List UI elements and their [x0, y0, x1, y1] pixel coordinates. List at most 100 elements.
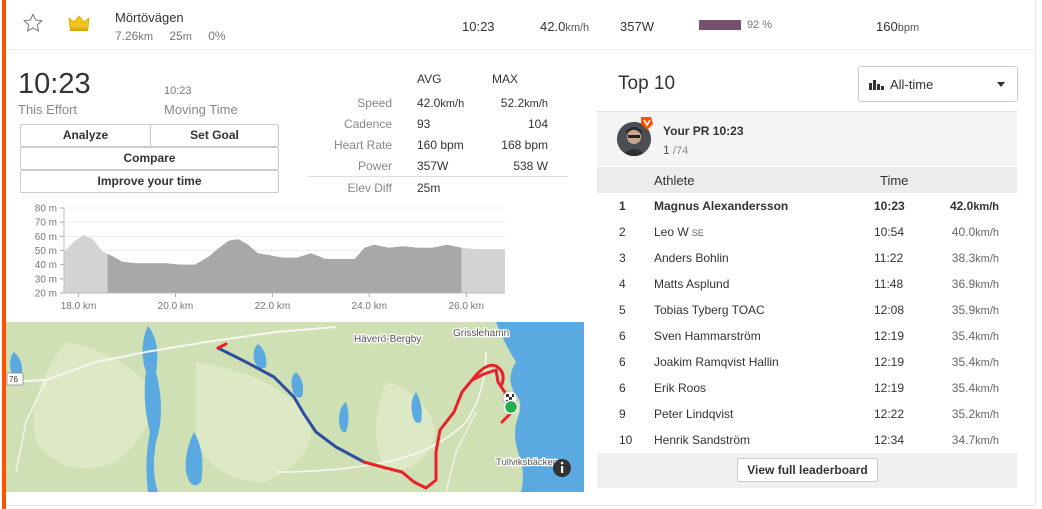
row-rank: 6 — [619, 355, 626, 369]
table-row[interactable]: 9 Peter Lindqvist 12:22 35.2km/h — [597, 401, 1017, 427]
row-rank: 1 — [619, 199, 626, 213]
segment-summary-row[interactable]: Mörtövägen 7.26km 25m 0% 10:23 42.0km/h … — [6, 0, 1036, 50]
x-axis-ticks: 18.0 km 20.0 km 22.0 km 24.0 km 26.0 km — [61, 293, 484, 312]
row-time: 12:34 — [874, 433, 905, 447]
y-tick-label: 20 m — [35, 289, 57, 300]
row-time: 12:19 — [874, 381, 905, 395]
row-speed: 35.4km/h — [951, 329, 999, 343]
table-row[interactable]: 5 Tobias Tyberg TOAC 12:08 35.9km/h — [597, 297, 1017, 323]
row-athlete-link[interactable]: Tobias Tyberg TOAC — [654, 303, 765, 317]
row-athlete-link[interactable]: Henrik Sandström — [654, 433, 751, 447]
column-athlete: Athlete — [654, 173, 695, 188]
row-athlete-link[interactable]: Sven Hammarström — [654, 329, 761, 343]
column-time: Time — [880, 173, 909, 188]
stat-row-power: Power 357W 538 W — [357, 159, 548, 173]
set-goal-button[interactable]: Set Goal — [150, 124, 279, 147]
road-shield-icon — [6, 372, 24, 386]
leaderboard-header: Athlete Time — [597, 167, 1017, 193]
row-rank: 6 — [619, 381, 626, 395]
row-time: 11:48 — [874, 277, 904, 291]
stats-avg-header: AVG — [417, 72, 442, 86]
moving-time-value: 10:23 — [164, 85, 192, 97]
stat-row-elev-diff: Elev Diff 25m — [347, 181, 441, 195]
stats-max-header: MAX — [492, 72, 519, 86]
row-time: 12:19 — [874, 355, 905, 369]
effort-heart-rate: 160bpm — [876, 19, 920, 34]
this-effort-time: 10:23 — [18, 68, 91, 100]
route-line — [216, 346, 366, 464]
table-row[interactable]: 6 Sven Hammarström 12:19 35.4km/h — [597, 323, 1017, 349]
chevron-down-icon — [997, 82, 1005, 87]
y-tick-label: 80 m — [35, 204, 57, 215]
row-athlete-link[interactable]: Anders Bohlin — [654, 251, 729, 265]
row-rank: 9 — [619, 407, 626, 421]
your-pr-rank: 1 /74 — [663, 143, 689, 157]
row-rank: 2 — [619, 225, 626, 239]
view-full-leaderboard-button[interactable]: View full leaderboard — [737, 458, 878, 482]
row-speed: 35.4km/h — [951, 381, 999, 395]
x-tick-label: 20.0 km — [158, 301, 194, 312]
leaderboard-filter-value: All-time — [890, 77, 934, 92]
y-tick-label: 70 m — [35, 218, 57, 229]
y-tick-label: 40 m — [35, 260, 57, 271]
row-rank: 5 — [619, 303, 626, 317]
row-athlete-link[interactable]: Peter Lindqvist — [654, 407, 734, 421]
this-effort-label: This Effort — [18, 102, 78, 117]
row-rank: 6 — [619, 329, 626, 343]
table-row[interactable]: 1 Magnus Alexandersson 10:23 42.0km/h — [597, 193, 1017, 219]
map-canvas[interactable]: Häverö-Bergby Grisslehamn Tullviksbäcken… — [6, 322, 584, 492]
improve-your-time-button[interactable]: Improve your time — [20, 170, 279, 193]
row-rank: 4 — [619, 277, 626, 291]
row-time: 12:22 — [874, 407, 905, 421]
map-label-tullviksbacken: Tullviksbäcken — [496, 457, 558, 468]
your-pr-label: Your PR 10:23 — [663, 124, 744, 138]
effort-power: 357W — [620, 19, 654, 34]
segment-detail-frame — [6, 0, 1036, 506]
stats-divider — [308, 176, 568, 177]
compare-button[interactable]: Compare — [20, 147, 279, 170]
row-time: 10:23 — [874, 199, 905, 213]
leaderboard-footer: View full leaderboard — [597, 453, 1017, 488]
table-row[interactable]: 4 Matts Asplund 11:48 36.9km/h — [597, 271, 1017, 297]
chart-axes — [63, 208, 505, 294]
row-time: 12:08 — [874, 303, 905, 317]
route-line-extended — [216, 342, 512, 490]
athlete-tag: SE — [691, 228, 704, 238]
stat-row-heart-rate: Heart Rate 160 bpm 168 bpm — [333, 138, 548, 152]
info-icon[interactable] — [553, 459, 571, 477]
table-row[interactable]: 6 Erik Roos 12:19 35.4km/h — [597, 375, 1017, 401]
stat-row-speed: Speed 42.0km/h 52.2km/h — [357, 96, 548, 110]
row-speed: 40.0km/h — [951, 225, 999, 239]
row-rank: 3 — [619, 251, 626, 265]
star-icon[interactable] — [22, 12, 44, 34]
row-athlete-link[interactable]: Joakim Ramqvist Hallin — [654, 355, 779, 369]
table-row[interactable]: 2 Leo W SE 10:54 40.0km/h — [597, 219, 1017, 245]
row-speed: 35.9km/h — [951, 303, 999, 317]
row-speed: 36.9km/h — [951, 277, 999, 291]
row-time: 12:19 — [874, 329, 905, 343]
stat-row-cadence: Cadence 93 104 — [343, 117, 548, 131]
analyze-button[interactable]: Analyze — [20, 124, 151, 147]
leaderboard-filter-select[interactable]: All-time — [858, 66, 1018, 102]
y-tick-label: 50 m — [35, 246, 57, 257]
y-tick-label: 60 m — [35, 232, 57, 243]
segment-elevation: 25m — [169, 29, 192, 43]
elevation-profile-chart[interactable]: 80 m 70 m 60 m 50 m 40 m 30 m 20 m 18.0 km 20.0… — [0, 200, 520, 316]
row-speed: 35.4km/h — [951, 355, 999, 369]
table-row[interactable]: 3 Anders Bohlin 11:22 38.3km/h — [597, 245, 1017, 271]
segment-meta: 7.26km 25m 0% — [115, 29, 239, 43]
row-athlete-link[interactable]: Magnus Alexandersson — [654, 199, 789, 213]
personal-record-card: Your PR 10:23 1 /74 — [597, 111, 1017, 166]
row-athlete-link[interactable]: Leo W SE — [654, 225, 704, 239]
table-row[interactable]: 6 Joakim Ramqvist Hallin 12:19 35.4km/h — [597, 349, 1017, 375]
segment-map[interactable]: Häverö-Bergby Grisslehamn Tullviksbäcken… — [6, 322, 584, 492]
y-axis-ticks: 80 m 70 m 60 m 50 m 40 m 30 m 20 m — [35, 204, 64, 300]
your-pr-time: 10:23 — [712, 124, 744, 138]
table-row[interactable]: 10 Henrik Sandström 12:34 34.7km/h — [597, 427, 1017, 453]
row-athlete-link[interactable]: Erik Roos — [654, 381, 707, 395]
segment-distance: 7.26km — [115, 29, 154, 43]
start-marker-icon — [503, 399, 519, 415]
segment-name[interactable]: Mörtövägen — [115, 10, 184, 25]
row-athlete-link[interactable]: Matts Asplund — [654, 277, 730, 291]
x-tick-label: 22.0 km — [255, 301, 291, 312]
